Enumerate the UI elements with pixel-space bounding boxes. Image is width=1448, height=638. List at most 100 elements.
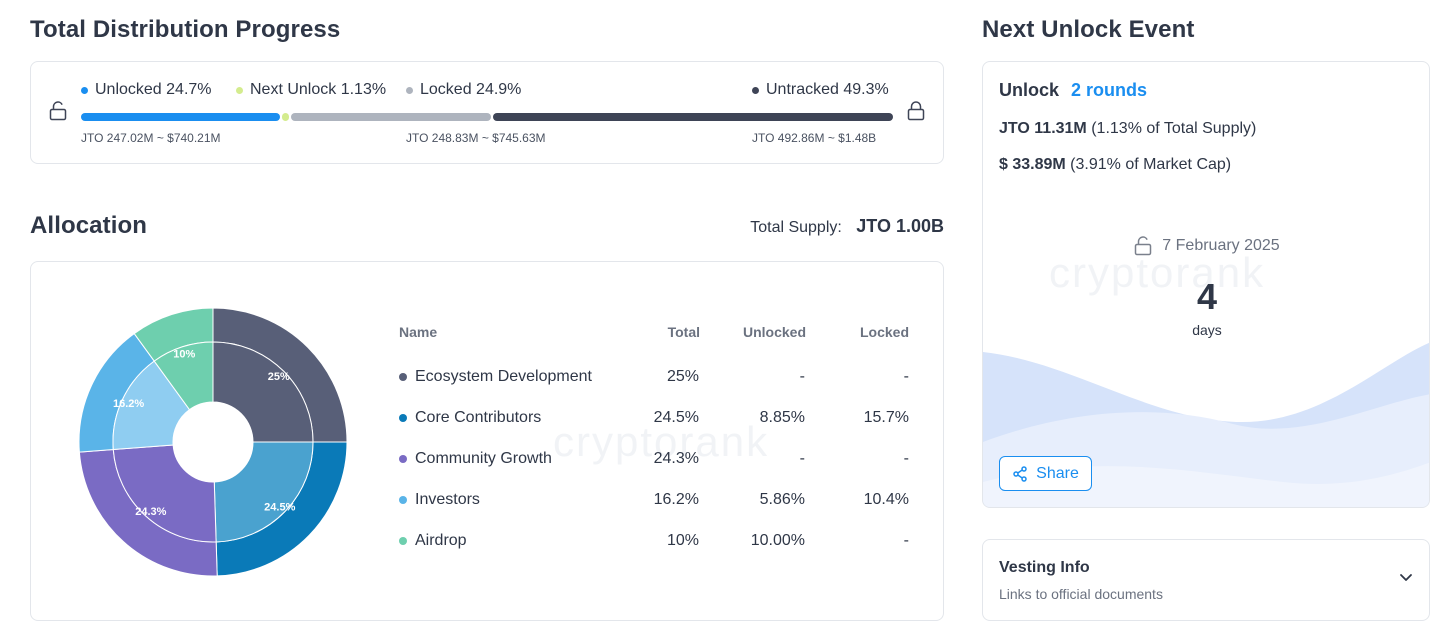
row-total: 24.5% xyxy=(653,409,699,426)
row-unlocked: - xyxy=(799,450,805,467)
chevron-down-icon[interactable] xyxy=(1399,573,1413,583)
progress-segment-locked xyxy=(290,113,491,121)
pie-data-label: 25% xyxy=(268,371,290,383)
total-supply-value: JTO 1.00B xyxy=(856,216,944,236)
distribution-progress-card: Unlocked 24.7% Next Unlock 1.13% Locked … xyxy=(30,61,944,164)
row-color-dot xyxy=(399,496,407,504)
pie-data-label: 10% xyxy=(173,349,195,361)
row-locked: 10.4% xyxy=(863,491,909,508)
progress-segment-unlocked xyxy=(81,113,280,121)
share-label: Share xyxy=(1036,464,1079,482)
legend-untracked: Untracked 49.3% xyxy=(752,81,889,99)
row-unlocked: 5.86% xyxy=(759,491,805,508)
row-name: Investors xyxy=(399,491,480,509)
row-name-text: Ecosystem Development xyxy=(415,368,592,385)
next-unlock-card: Unlock 2 rounds JTO 11.31M (1.13% of Tota… xyxy=(982,61,1430,508)
progress-bar xyxy=(81,113,894,121)
unlock-icon xyxy=(49,101,67,126)
col-header-name: Name xyxy=(399,324,438,340)
watermark: cryptorank xyxy=(553,418,770,465)
row-name: Airdrop xyxy=(399,532,467,550)
allocation-title: Allocation xyxy=(30,212,148,239)
total-supply: Total Supply: JTO 1.00B xyxy=(750,216,944,237)
rounds-link[interactable]: 2 rounds xyxy=(1071,80,1148,100)
row-color-dot xyxy=(399,455,407,463)
share-icon xyxy=(1013,465,1027,482)
unlock-usd-value: $ 33.89M xyxy=(999,156,1066,173)
unlock-usd-note: (3.91% of Market Cap) xyxy=(1070,156,1232,173)
unlock-usd: $ 33.89M (3.91% of Market Cap) xyxy=(999,156,1231,174)
row-unlocked: 8.85% xyxy=(759,409,805,426)
row-unlocked: - xyxy=(799,368,805,385)
unlock-heading: Unlock 2 rounds xyxy=(999,80,1147,101)
row-name-text: Core Contributors xyxy=(415,409,542,426)
locked-amount: JTO 248.83M ~ $745.63M xyxy=(406,131,546,145)
pie-data-label: 24.5% xyxy=(264,502,295,514)
pie-slice-airdrop[interactable]: 10% xyxy=(133,308,214,411)
table-row: Airdrop 10% 10.00% - xyxy=(399,530,909,554)
wave-decoration xyxy=(983,342,1429,507)
legend-label: Unlocked 24.7% xyxy=(95,81,212,98)
row-total: 25% xyxy=(666,368,699,385)
legend-label: Locked 24.9% xyxy=(420,81,522,98)
row-unlocked: 10.00% xyxy=(750,532,805,549)
vesting-title: Vesting Info xyxy=(999,559,1090,576)
legend-dot xyxy=(81,86,88,94)
progress-segment-next-unlock xyxy=(281,113,289,121)
legend-label: Next Unlock 1.13% xyxy=(250,81,387,98)
legend-label: Untracked 49.3% xyxy=(766,81,889,98)
progress-title: Total Distribution Progress xyxy=(30,16,341,43)
table-row: Community Growth 24.3% - - xyxy=(399,448,909,472)
pie-center-hole xyxy=(173,402,253,482)
row-locked: - xyxy=(903,532,909,549)
table-row: Ecosystem Development 25% - - xyxy=(399,366,909,390)
row-locked: - xyxy=(903,368,909,385)
untracked-amount: JTO 492.86M ~ $1.48B xyxy=(752,131,877,145)
unlock-tokens-note: (1.13% of Total Supply) xyxy=(1091,120,1257,137)
unlock-date: 7 February 2025 xyxy=(983,236,1429,256)
row-total: 16.2% xyxy=(653,491,699,508)
row-color-dot xyxy=(399,373,407,381)
row-name: Community Growth xyxy=(399,450,552,468)
row-name: Ecosystem Development xyxy=(399,368,592,386)
countdown-days-label: days xyxy=(1192,322,1222,338)
unlock-label: Unlock xyxy=(999,80,1060,100)
col-header-locked: Locked xyxy=(859,324,909,340)
pie-data-label: 16.2% xyxy=(113,398,144,410)
vesting-info-card[interactable]: Vesting Info Links to official documents xyxy=(982,539,1430,621)
col-header-unlocked: Unlocked xyxy=(742,324,806,340)
row-color-dot xyxy=(399,537,407,545)
row-total: 24.3% xyxy=(653,450,699,467)
table-row: Core Contributors 24.5% 8.85% 15.7% xyxy=(399,407,909,431)
allocation-pie-chart: 25% 24.5% 24.3% 16.2% 10% xyxy=(79,308,347,576)
legend-dot xyxy=(752,86,759,94)
row-name-text: Community Growth xyxy=(415,450,552,467)
unlock-date-text: 7 February 2025 xyxy=(1162,237,1280,254)
pie-slice-investors[interactable]: 16.2% xyxy=(79,332,191,453)
row-locked: 15.7% xyxy=(863,409,909,426)
legend-locked: Locked 24.9% xyxy=(406,81,521,99)
legend-dot xyxy=(236,86,243,94)
row-name-text: Airdrop xyxy=(415,532,467,549)
progress-segment-untracked xyxy=(492,113,894,121)
lock-icon xyxy=(907,101,925,126)
next-unlock-title: Next Unlock Event xyxy=(982,16,1195,43)
row-name: Core Contributors xyxy=(399,409,541,427)
row-total: 10% xyxy=(666,532,699,549)
share-button[interactable]: Share xyxy=(999,456,1092,491)
table-row: Investors 16.2% 5.86% 10.4% xyxy=(399,489,909,513)
legend-next-unlock: Next Unlock 1.13% xyxy=(236,81,386,99)
allocation-card: cryptorank 25% 24.5% 24.3% 16.2% 10% Name To… xyxy=(30,261,944,621)
unlock-tokens: JTO 11.31M (1.13% of Total Supply) xyxy=(999,120,1256,138)
watermark: cryptorank xyxy=(1049,249,1266,296)
unlock-icon xyxy=(1135,236,1152,256)
countdown-days: 4 xyxy=(1196,276,1218,317)
legend-unlocked: Unlocked 24.7% xyxy=(81,81,212,99)
vesting-subtitle: Links to official documents xyxy=(999,586,1163,602)
pie-slice-core-contributors[interactable]: 24.5% xyxy=(213,441,347,576)
row-name-text: Investors xyxy=(415,491,480,508)
row-color-dot xyxy=(399,414,407,422)
row-locked: - xyxy=(903,450,909,467)
unlock-tokens-value: JTO 11.31M xyxy=(999,120,1087,137)
legend-dot xyxy=(406,86,413,94)
